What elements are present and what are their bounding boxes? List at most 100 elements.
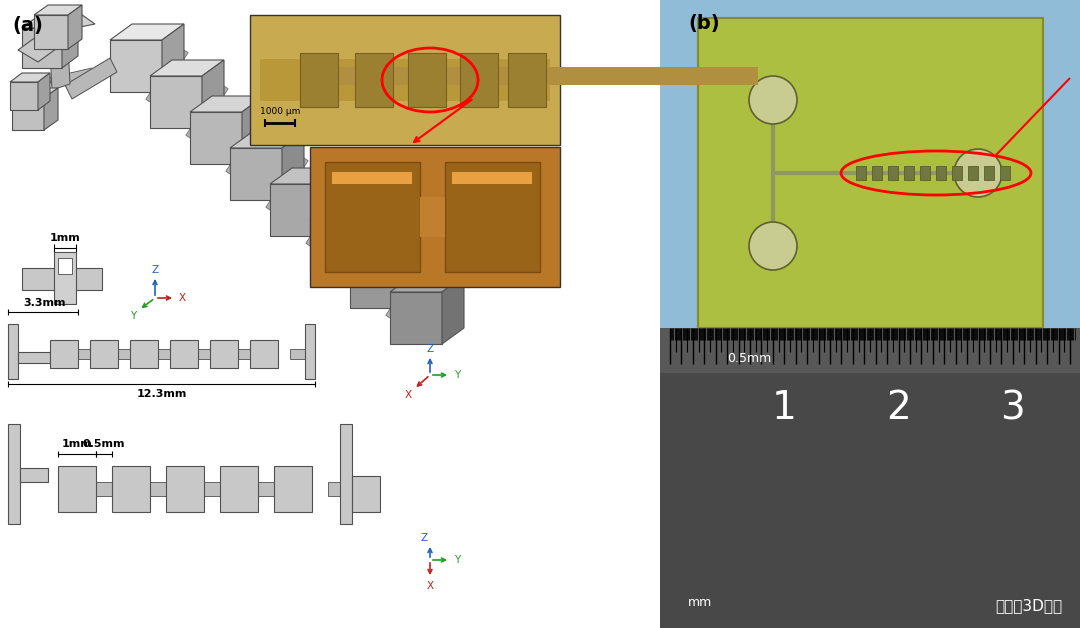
Circle shape xyxy=(750,222,797,270)
Bar xyxy=(460,53,498,107)
Polygon shape xyxy=(22,28,62,68)
Text: X: X xyxy=(427,581,433,591)
Bar xyxy=(856,166,866,180)
Bar xyxy=(453,172,532,184)
Bar xyxy=(408,53,446,107)
Polygon shape xyxy=(350,240,424,256)
Text: (b): (b) xyxy=(688,14,719,33)
Polygon shape xyxy=(33,15,68,49)
Polygon shape xyxy=(390,276,464,292)
Text: 2: 2 xyxy=(887,389,910,427)
Polygon shape xyxy=(10,73,50,82)
Text: 3.3mm: 3.3mm xyxy=(24,298,66,308)
Bar xyxy=(445,162,540,272)
Polygon shape xyxy=(18,18,82,62)
Bar xyxy=(305,324,315,379)
Bar xyxy=(291,349,305,359)
Bar xyxy=(660,328,1080,373)
Polygon shape xyxy=(150,76,202,128)
Text: mm: mm xyxy=(688,597,712,610)
Polygon shape xyxy=(266,155,308,213)
Text: (a): (a) xyxy=(12,16,43,35)
Bar xyxy=(158,349,170,359)
Text: X: X xyxy=(404,390,411,400)
Bar xyxy=(984,166,994,180)
Polygon shape xyxy=(386,263,428,321)
Polygon shape xyxy=(62,16,78,68)
Polygon shape xyxy=(242,96,264,164)
Polygon shape xyxy=(10,82,38,110)
Polygon shape xyxy=(190,96,264,112)
Bar xyxy=(58,466,96,512)
Polygon shape xyxy=(202,60,224,128)
Bar xyxy=(325,162,420,272)
Polygon shape xyxy=(390,292,442,344)
Polygon shape xyxy=(226,119,268,176)
Bar xyxy=(338,67,605,85)
Bar xyxy=(420,197,445,237)
Polygon shape xyxy=(110,24,184,40)
Bar xyxy=(1000,166,1010,180)
Polygon shape xyxy=(230,148,282,200)
Polygon shape xyxy=(282,132,303,200)
Polygon shape xyxy=(146,47,188,105)
Bar xyxy=(198,349,210,359)
Bar xyxy=(130,340,158,368)
Polygon shape xyxy=(350,256,402,308)
Bar xyxy=(660,328,1080,373)
Text: Y: Y xyxy=(454,555,460,565)
Bar xyxy=(54,252,76,304)
Polygon shape xyxy=(38,73,50,110)
Bar xyxy=(50,340,78,368)
Polygon shape xyxy=(35,10,95,32)
Circle shape xyxy=(750,76,797,124)
Bar xyxy=(698,18,1043,328)
Polygon shape xyxy=(162,24,184,92)
Text: 1mm: 1mm xyxy=(62,439,93,449)
Text: 1000 μm: 1000 μm xyxy=(260,107,300,117)
Bar xyxy=(446,67,710,85)
Bar xyxy=(660,328,1080,628)
Polygon shape xyxy=(442,276,464,344)
Polygon shape xyxy=(270,184,322,236)
Text: 0.5mm: 0.5mm xyxy=(727,352,771,364)
Polygon shape xyxy=(12,88,58,98)
Bar xyxy=(872,166,882,180)
Bar xyxy=(170,340,198,368)
Bar xyxy=(300,53,338,107)
Polygon shape xyxy=(306,192,348,249)
Bar xyxy=(260,59,550,101)
Bar xyxy=(18,352,50,363)
Polygon shape xyxy=(190,112,242,164)
Bar xyxy=(249,340,278,368)
Bar xyxy=(0,0,660,628)
Bar xyxy=(112,466,150,512)
Bar xyxy=(8,424,21,524)
Polygon shape xyxy=(44,88,58,130)
Text: 1: 1 xyxy=(772,389,797,427)
Bar xyxy=(204,482,220,496)
Circle shape xyxy=(954,149,1002,197)
Bar xyxy=(58,258,72,274)
Text: Y: Y xyxy=(454,370,460,380)
Bar xyxy=(210,340,238,368)
Bar xyxy=(274,466,312,512)
Polygon shape xyxy=(230,132,303,148)
Polygon shape xyxy=(68,5,82,49)
Polygon shape xyxy=(50,44,70,90)
Text: 0.5mm: 0.5mm xyxy=(83,439,125,449)
Text: Z: Z xyxy=(421,533,428,543)
Bar xyxy=(8,324,18,379)
Bar xyxy=(332,172,411,184)
Bar xyxy=(166,466,204,512)
Text: Z: Z xyxy=(151,265,159,275)
Polygon shape xyxy=(310,204,384,220)
Polygon shape xyxy=(346,227,388,284)
Polygon shape xyxy=(402,240,424,308)
Bar xyxy=(498,67,758,85)
Polygon shape xyxy=(150,60,224,76)
Bar xyxy=(21,468,48,482)
Bar xyxy=(888,166,897,180)
Polygon shape xyxy=(22,16,78,28)
Bar xyxy=(310,147,561,287)
